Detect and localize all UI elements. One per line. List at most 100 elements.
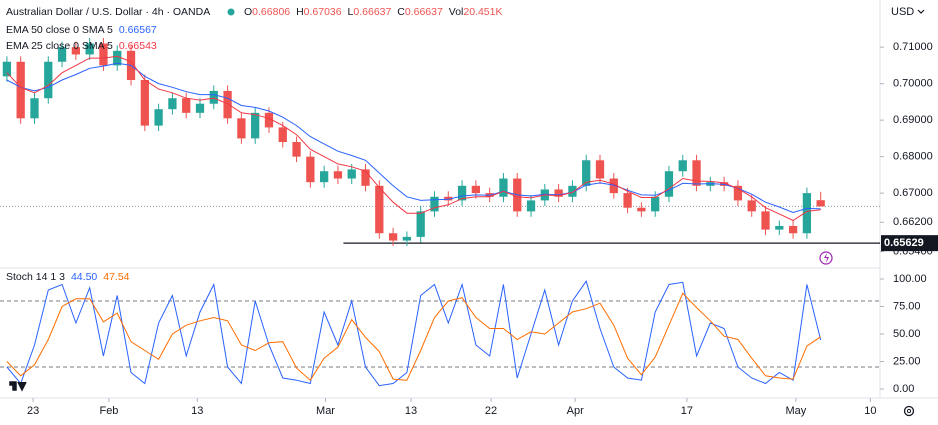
candle-body xyxy=(526,200,536,212)
candle-body xyxy=(416,211,425,237)
support-label: 0.65629 xyxy=(884,237,924,249)
candle-body xyxy=(775,225,784,230)
candle-body xyxy=(609,178,618,194)
x-tick-label: 23 xyxy=(27,405,39,417)
alert-icon[interactable] xyxy=(819,251,833,265)
x-tick-label: Feb xyxy=(99,405,118,417)
candle-body xyxy=(30,98,39,119)
volume-value: 20.451K xyxy=(463,6,502,18)
candle-body xyxy=(44,61,53,99)
legend-name: EMA 50 close 0 SMA 5 xyxy=(6,24,113,36)
x-tick-label: 17 xyxy=(681,405,693,417)
x-tick-label: Mar xyxy=(316,405,335,417)
candle-body xyxy=(664,171,674,197)
candle-body xyxy=(237,118,246,139)
candle-body xyxy=(678,160,687,172)
legend-entry: EMA 25 close 0 SMA 5 0.66543 xyxy=(6,40,157,52)
candle-body xyxy=(71,47,80,55)
candle-body xyxy=(554,189,563,197)
candle-body xyxy=(195,103,205,113)
candle-body xyxy=(16,61,25,119)
candle-body xyxy=(733,185,743,201)
y-tick-label: 0.66200 xyxy=(893,216,933,228)
candle-body xyxy=(223,90,232,119)
ohlc-value: 0.66806 xyxy=(252,6,290,18)
ohlc-key: O xyxy=(244,6,252,18)
candle-body xyxy=(471,185,480,194)
candle-body xyxy=(154,109,163,126)
candle-body xyxy=(57,47,67,62)
candle-body xyxy=(637,207,646,212)
market-status-dot xyxy=(227,8,235,16)
stoch-legend: Stoch 14 1 3 44.50 47.54 xyxy=(6,271,130,283)
logo xyxy=(9,381,27,392)
candle-body xyxy=(761,211,770,230)
candle-body xyxy=(692,160,701,186)
candle-body xyxy=(788,225,798,234)
candle-body xyxy=(264,112,274,128)
volume-key: Vol xyxy=(449,6,464,18)
candle-body xyxy=(182,98,191,113)
candle-body xyxy=(816,200,825,207)
x-tick-label: May xyxy=(785,405,806,417)
candle-body xyxy=(113,50,122,66)
candle-body xyxy=(568,185,577,197)
y-tick-label: 0.71000 xyxy=(893,41,933,53)
currency-selector[interactable]: USD xyxy=(891,6,914,18)
candle-body xyxy=(402,236,412,241)
gear-hub[interactable] xyxy=(906,408,912,414)
x-tick-label: 22 xyxy=(485,405,497,417)
x-tick-label: 13 xyxy=(405,405,417,417)
candle-body xyxy=(168,98,177,110)
legend-entry: EMA 50 close 0 SMA 5 0.66567 xyxy=(6,24,157,36)
candle-body xyxy=(333,171,343,179)
candle-body xyxy=(595,160,605,179)
candle-body xyxy=(306,156,315,183)
candle-body xyxy=(375,185,384,234)
support-label-box xyxy=(881,235,938,252)
x-tick-label: 13 xyxy=(191,405,203,417)
legend-value: 44.50 xyxy=(71,271,97,283)
indicator-name: Stoch 14 1 3 xyxy=(6,271,65,283)
chart-title: Australian Dollar / U.S. Dollar · 4h · O… xyxy=(6,6,210,18)
candle-body xyxy=(499,178,508,197)
ohlc-value: 0.66637 xyxy=(353,6,391,18)
ema-line xyxy=(6,55,821,222)
candle-body xyxy=(140,79,149,126)
settings-icon[interactable] xyxy=(903,405,915,417)
y-tick-label: 25.00 xyxy=(893,355,921,367)
y-tick-label: 50.00 xyxy=(893,328,921,340)
candle-body xyxy=(361,169,370,186)
y-tick-label: 0.65400 xyxy=(893,245,933,257)
candle-body xyxy=(85,43,94,55)
candle-body xyxy=(320,171,329,183)
y-tick-label: 0.68000 xyxy=(893,151,933,163)
y-tick-label: 0.69000 xyxy=(893,114,933,126)
logo-mark xyxy=(9,381,27,392)
legend-name: EMA 25 close 0 SMA 5 xyxy=(6,40,113,52)
candle-body xyxy=(347,169,356,179)
ohlc-key: H xyxy=(296,6,304,18)
plot-area xyxy=(0,38,880,387)
stoch-line xyxy=(6,292,821,381)
y-tick-label: 0.67000 xyxy=(893,187,933,199)
ohlc-legend: O0.66806 H0.67036 L0.66637 C0.66637 Vol2… xyxy=(244,6,503,18)
y-tick-label: 75.00 xyxy=(893,300,921,312)
ohlc-key: C xyxy=(397,6,405,18)
alert-bolt[interactable] xyxy=(824,253,829,263)
legend-value: 47.54 xyxy=(103,271,129,283)
candle-body xyxy=(802,193,812,234)
candle-body xyxy=(388,233,398,241)
candle-body xyxy=(430,196,439,212)
candle-body xyxy=(99,43,108,66)
dropdown-caret[interactable] xyxy=(917,9,925,14)
ohlc-key: L xyxy=(348,6,354,18)
candle-body xyxy=(209,90,218,104)
y-tick-label: 100.00 xyxy=(893,273,927,285)
legend-value: 0.66567 xyxy=(119,24,157,36)
alert-circle[interactable] xyxy=(819,251,833,265)
gear[interactable] xyxy=(903,405,915,417)
legend-value: 0.66543 xyxy=(119,40,157,52)
